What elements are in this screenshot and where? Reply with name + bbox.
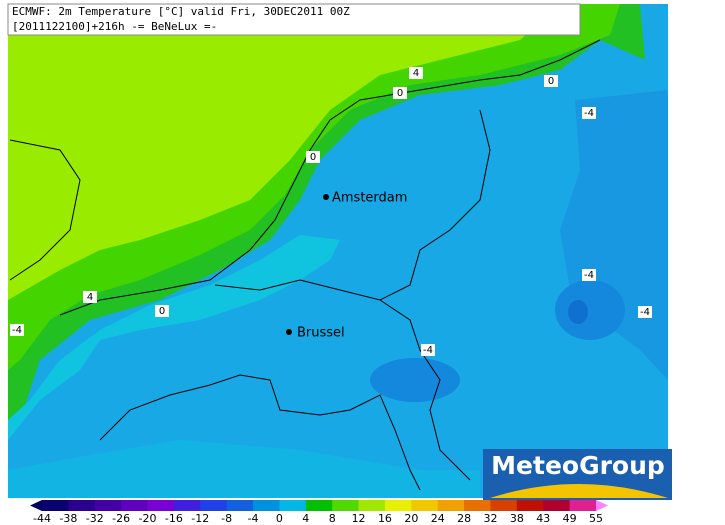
colorbar-tick-label: -44 bbox=[33, 512, 51, 525]
colorbar-segment bbox=[173, 500, 201, 511]
colorbar-tick-label: 20 bbox=[404, 512, 418, 525]
colorbar-tick-label: -38 bbox=[59, 512, 77, 525]
colorbar-tick-label: -12 bbox=[191, 512, 209, 525]
contour-label: 0 bbox=[310, 152, 316, 163]
contour-label-box bbox=[421, 344, 435, 356]
colorbar-segment bbox=[121, 500, 149, 511]
colorbar-tick-label: 38 bbox=[510, 512, 524, 525]
contour-label-box bbox=[638, 306, 652, 318]
south-zone bbox=[8, 440, 480, 498]
contour-label: 4 bbox=[413, 68, 419, 79]
contour-label-box bbox=[582, 269, 596, 281]
colorbar-segment bbox=[490, 500, 518, 511]
colorbar-segment bbox=[200, 500, 228, 511]
colorbar-tick-label: -20 bbox=[139, 512, 157, 525]
colorbar-segment bbox=[437, 500, 465, 511]
colorbar-segment bbox=[279, 500, 307, 511]
contour-label: 0 bbox=[397, 88, 403, 99]
colorbar-tick-label: 24 bbox=[431, 512, 445, 525]
colorbar-tick-label: -32 bbox=[86, 512, 104, 525]
colorbar-tick-label: -16 bbox=[165, 512, 183, 525]
city-label: Amsterdam bbox=[332, 191, 407, 206]
contour-label-box bbox=[83, 291, 97, 303]
contour-label: -4 bbox=[12, 325, 22, 336]
colorbar-tick-label: 0 bbox=[276, 512, 283, 525]
colorbar-tick-label: -8 bbox=[221, 512, 232, 525]
colorbar-segment bbox=[384, 500, 412, 511]
contour-label: 0 bbox=[159, 306, 165, 317]
colorbar-tick-label: 8 bbox=[329, 512, 336, 525]
border bbox=[99, 374, 421, 491]
contour-label: -4 bbox=[584, 270, 594, 281]
contour-label-box bbox=[306, 151, 320, 163]
contour-label-box bbox=[409, 67, 423, 79]
cold-pocket bbox=[370, 358, 460, 402]
city-label: Brussel bbox=[297, 326, 345, 341]
colorbar-tick-label: 12 bbox=[352, 512, 366, 525]
cold-pocket bbox=[555, 280, 625, 340]
cold-core bbox=[568, 300, 588, 324]
colorbar-segment bbox=[147, 500, 175, 511]
contour-label-box bbox=[544, 75, 558, 87]
colorbar-segment bbox=[305, 500, 333, 511]
colorbar-segment bbox=[68, 500, 96, 511]
colorbar-segment bbox=[226, 500, 254, 511]
colorbar-tick-label: -4 bbox=[248, 512, 259, 525]
contour-label-box bbox=[393, 87, 407, 99]
colorbar-segment bbox=[358, 500, 386, 511]
contour-label-box bbox=[582, 107, 596, 119]
border bbox=[214, 109, 491, 301]
sea-warm bbox=[8, 4, 560, 300]
colorbar-segment bbox=[411, 500, 439, 511]
logo-arc bbox=[490, 484, 668, 498]
contour-label: -4 bbox=[423, 345, 433, 356]
contour-label: -4 bbox=[640, 307, 650, 318]
city-dot bbox=[323, 194, 329, 200]
colorbar-tick-label: 32 bbox=[483, 512, 497, 525]
colorbar-segment bbox=[569, 500, 597, 511]
header-box bbox=[7, 3, 581, 36]
colorbar: -44 -38 -32 -26 -20 -16 -12 -8 -4 0 4 8 12 16 20 24 28 32… bbox=[30, 500, 608, 525]
header-title: ECMWF: 2m Temperature [°C] valid Fri, 30… bbox=[12, 5, 350, 18]
colorbar-segment bbox=[94, 500, 122, 511]
colorbar-tick-label: 43 bbox=[536, 512, 550, 525]
contour-label-box bbox=[10, 324, 24, 336]
map: Amsterdam Brussel bbox=[8, 4, 668, 498]
city-dot bbox=[286, 329, 292, 335]
coastline bbox=[9, 139, 81, 281]
colorbar-segment bbox=[332, 500, 360, 511]
contour-labels: 4000-404-4-4-4-40 bbox=[10, 67, 652, 356]
colorbar-segment bbox=[253, 500, 280, 511]
colorbar-segment bbox=[516, 500, 544, 511]
colorbar-tick-label: -26 bbox=[112, 512, 130, 525]
border bbox=[379, 299, 471, 481]
logo: MeteoGroup bbox=[483, 449, 672, 500]
colorbar-end bbox=[30, 500, 42, 511]
colorbar-segment bbox=[543, 500, 571, 511]
colorbar-segment bbox=[42, 500, 69, 511]
logo-text: MeteoGroup bbox=[491, 451, 665, 480]
colorbar-tick-label: 28 bbox=[457, 512, 471, 525]
contour-label: 4 bbox=[87, 292, 93, 303]
header-subtitle: [2011122100]+216h -= BeNeLux =- bbox=[12, 20, 217, 33]
contour-label: 0 bbox=[548, 76, 554, 87]
contour-label: -4 bbox=[584, 108, 594, 119]
colorbar-end bbox=[596, 500, 608, 511]
colorbar-tick-label: 4 bbox=[302, 512, 309, 525]
colorbar-tick-label: 55 bbox=[589, 512, 603, 525]
coastal-zone bbox=[8, 235, 340, 440]
colorbar-tick-label: 16 bbox=[378, 512, 392, 525]
colorbar-tick-label: 49 bbox=[563, 512, 577, 525]
borders bbox=[9, 39, 601, 491]
coastline bbox=[59, 39, 601, 316]
contour-label-box bbox=[155, 305, 169, 317]
colorbar-segment bbox=[464, 500, 491, 511]
